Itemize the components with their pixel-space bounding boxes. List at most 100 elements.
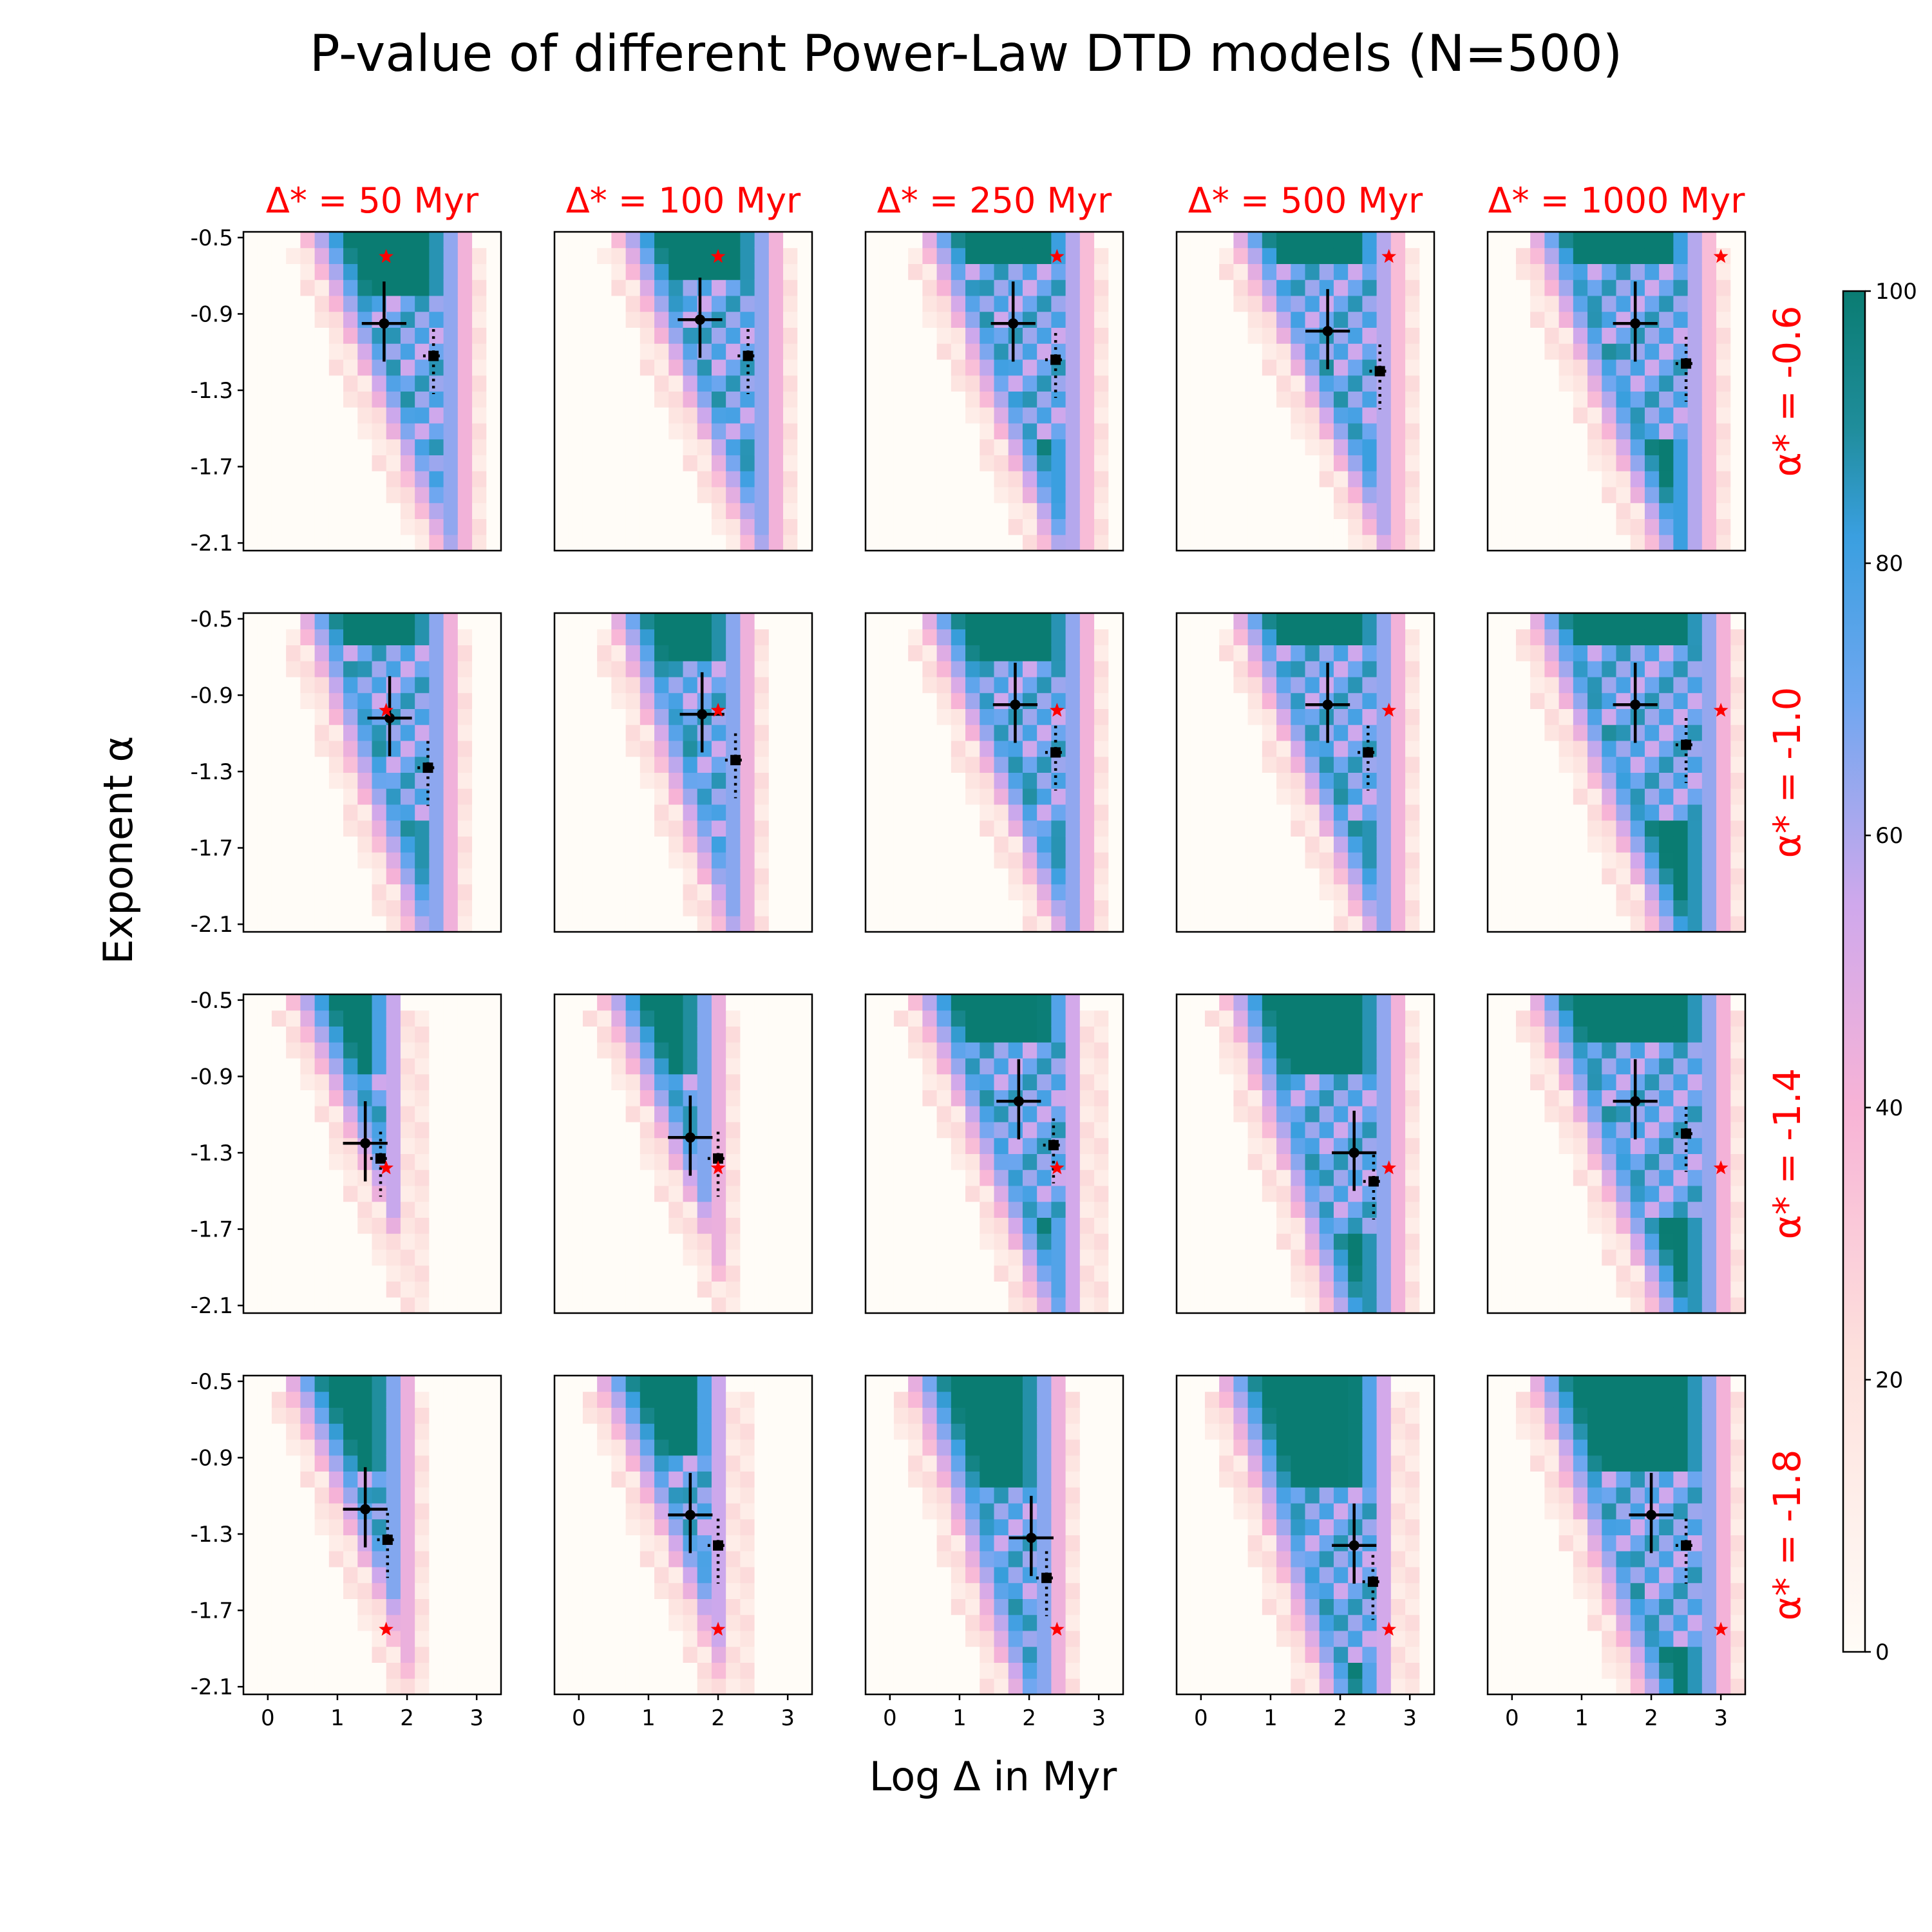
heatmap-cell xyxy=(486,645,501,661)
heatmap-cell xyxy=(1587,518,1603,535)
heatmap-cell xyxy=(1616,724,1631,741)
heatmap-cell xyxy=(1008,327,1023,344)
heatmap-cell xyxy=(400,1010,416,1027)
heatmap-cell xyxy=(243,1233,258,1250)
heatmap-cell xyxy=(654,1281,670,1298)
heatmap-cell xyxy=(783,676,799,694)
heatmap-cell xyxy=(328,756,345,773)
heatmap-cell xyxy=(1362,422,1378,440)
heatmap-cell xyxy=(1233,406,1249,424)
heatmap-cell xyxy=(486,502,501,519)
heatmap-cell xyxy=(768,327,784,344)
heatmap-cell xyxy=(1673,343,1689,360)
heatmap-cell xyxy=(1094,232,1110,249)
heatmap-cell xyxy=(1219,900,1235,916)
heatmap-cell xyxy=(922,660,938,677)
heatmap-cell xyxy=(568,613,583,630)
heatmap-cell xyxy=(1501,327,1517,344)
heatmap-cell xyxy=(625,867,641,885)
heatmap-cell xyxy=(582,1281,598,1298)
heatmap-cell xyxy=(965,708,981,725)
heatmap-cell xyxy=(400,1249,416,1266)
heatmap-cell xyxy=(797,1090,812,1106)
heatmap-cell xyxy=(1602,756,1617,773)
heatmap-cell xyxy=(965,804,981,821)
heatmap-cell xyxy=(1022,756,1038,773)
heatmap-cell xyxy=(879,692,895,709)
heatmap-cell xyxy=(1108,295,1123,312)
heatmap-cell xyxy=(328,470,345,488)
heatmap-cell xyxy=(936,676,952,694)
heatmap-cell xyxy=(1190,1137,1206,1154)
heatmap-cell xyxy=(1108,247,1123,264)
heatmap-cell xyxy=(1630,756,1645,773)
heatmap-cell xyxy=(1008,851,1023,869)
heatmap-cell xyxy=(639,1105,656,1122)
heatmap-cell xyxy=(1405,534,1421,551)
heatmap-cell xyxy=(711,1026,727,1043)
heatmap-cell xyxy=(243,295,258,312)
heatmap-cell xyxy=(980,772,995,789)
heatmap-cell xyxy=(1558,439,1574,455)
heatmap-cell xyxy=(286,708,301,725)
heatmap-cell xyxy=(879,1057,895,1075)
heatmap-cell xyxy=(711,820,727,837)
heatmap-cell xyxy=(1362,772,1378,789)
heatmap-cell xyxy=(740,1121,755,1139)
heatmap-cell xyxy=(1233,740,1249,757)
heatmap-cell xyxy=(1305,422,1320,440)
heatmap-cell xyxy=(457,645,473,661)
heatmap-cell xyxy=(300,1217,316,1234)
heatmap-cell xyxy=(486,1233,501,1250)
heatmap-cell xyxy=(711,1185,727,1202)
heatmap-cell xyxy=(1587,836,1603,853)
heatmap-cell xyxy=(1405,660,1421,677)
heatmap-cell xyxy=(754,836,770,853)
heatmap-cell xyxy=(554,1090,569,1106)
heatmap-cell xyxy=(908,359,923,376)
heatmap-cell xyxy=(726,1265,741,1282)
heatmap-cell xyxy=(726,247,741,264)
heatmap-cell xyxy=(1319,836,1334,853)
heatmap-cell xyxy=(740,470,755,488)
heatmap-cell xyxy=(893,994,909,1011)
heatmap-cell xyxy=(740,311,755,328)
heatmap-cell xyxy=(1065,740,1081,757)
heatmap-cell xyxy=(1219,263,1235,280)
heatmap-cell xyxy=(1616,676,1631,694)
heatmap-cell xyxy=(1348,327,1363,344)
heatmap-cell xyxy=(1333,867,1349,885)
heatmap-cell xyxy=(1204,1296,1220,1313)
heatmap-cell xyxy=(654,645,670,661)
heatmap-cell xyxy=(1262,406,1278,424)
heatmap-cell xyxy=(1530,613,1546,630)
heatmap-cell xyxy=(1348,343,1363,360)
heatmap-cell xyxy=(1501,422,1517,440)
heatmap-cell xyxy=(951,676,967,694)
heatmap-cell xyxy=(1558,279,1574,296)
heatmap-cell xyxy=(1362,836,1378,853)
heatmap-cell xyxy=(597,486,612,504)
heatmap-cell xyxy=(1602,851,1617,869)
heatmap-cell xyxy=(1190,772,1206,789)
heatmap-cell xyxy=(1037,1249,1052,1266)
heatmap-cell xyxy=(429,1010,444,1027)
heatmap-cell xyxy=(1659,518,1674,535)
heatmap-cell xyxy=(1204,1185,1220,1202)
heatmap-cell xyxy=(611,279,627,296)
heatmap-cell xyxy=(243,327,258,344)
heatmap-cell xyxy=(286,247,301,264)
heatmap-cell xyxy=(1219,660,1235,677)
heatmap-cell xyxy=(866,295,880,312)
heatmap-cell xyxy=(625,915,641,932)
heatmap-cell xyxy=(429,1026,444,1043)
heatmap-cell xyxy=(597,1057,612,1075)
heatmap-cell xyxy=(1037,1057,1052,1075)
heatmap-cell xyxy=(980,1217,995,1234)
heatmap-cell xyxy=(286,836,301,853)
heatmap-cell xyxy=(754,1026,770,1043)
heatmap-cell xyxy=(257,232,272,249)
heatmap-cell xyxy=(1108,884,1123,900)
heatmap-cell xyxy=(879,263,895,280)
heatmap-cell xyxy=(1716,343,1732,360)
